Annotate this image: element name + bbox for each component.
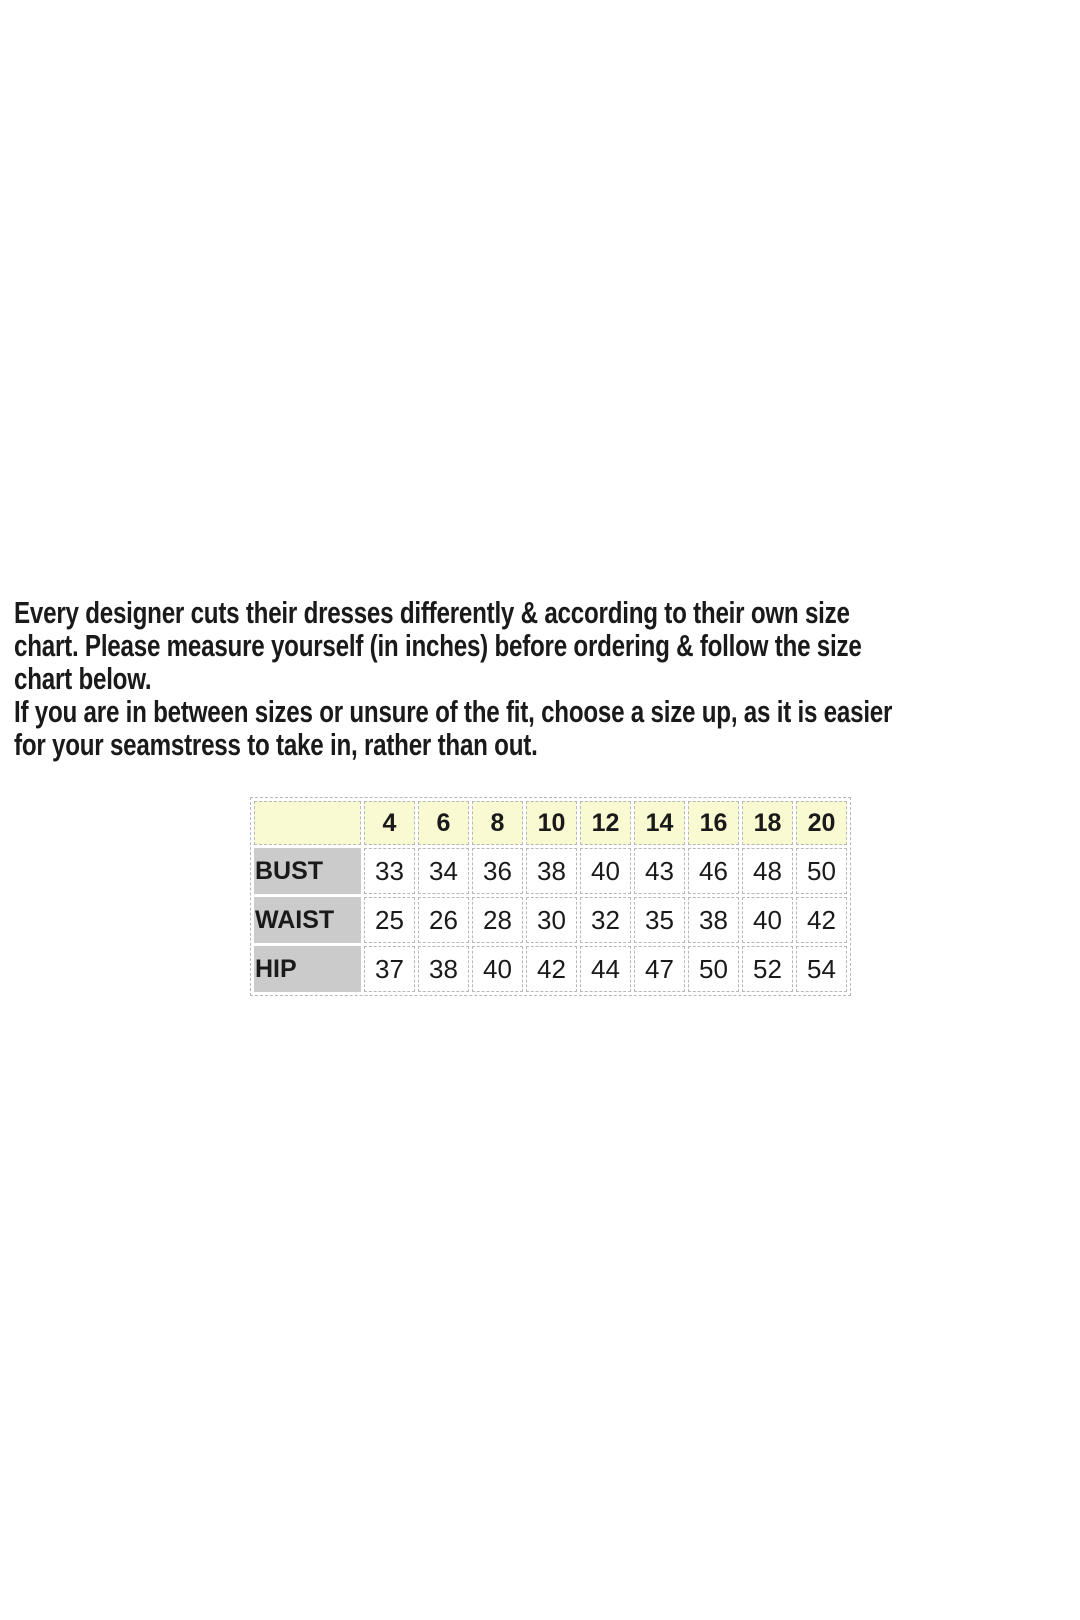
size-column-header: 14 <box>634 801 685 845</box>
measurement-value: 40 <box>472 946 523 992</box>
measurement-row: HIP 37 38 40 42 44 47 50 52 54 <box>254 946 847 992</box>
measurement-label: HIP <box>254 946 361 992</box>
measurement-value: 40 <box>580 848 631 894</box>
measurement-value: 50 <box>796 848 847 894</box>
measurement-value: 33 <box>364 848 415 894</box>
measurement-value: 50 <box>688 946 739 992</box>
size-header-row: 4 6 8 10 12 14 16 18 20 <box>254 801 847 845</box>
measurement-value: 37 <box>364 946 415 992</box>
size-chart-header: 4 6 8 10 12 14 16 18 20 <box>254 801 847 845</box>
measurement-value: 38 <box>688 897 739 943</box>
measurement-value: 52 <box>742 946 793 992</box>
intro-text: Every designer cuts their dresses differ… <box>14 596 1074 761</box>
size-column-header: 16 <box>688 801 739 845</box>
measurement-value: 47 <box>634 946 685 992</box>
measurement-value: 35 <box>634 897 685 943</box>
measurement-value: 42 <box>796 897 847 943</box>
intro-line: Every designer cuts their dresses differ… <box>14 595 850 630</box>
measurement-value: 25 <box>364 897 415 943</box>
measurement-value: 30 <box>526 897 577 943</box>
intro-line: chart below. <box>14 661 152 696</box>
measurement-value: 34 <box>418 848 469 894</box>
measurement-row: BUST 33 34 36 38 40 43 46 48 50 <box>254 848 847 894</box>
measurement-row: WAIST 25 26 28 30 32 35 38 40 42 <box>254 897 847 943</box>
intro-line: chart. Please measure yourself (in inche… <box>14 628 862 663</box>
size-column-header: 6 <box>418 801 469 845</box>
measurement-value: 48 <box>742 848 793 894</box>
corner-cell <box>254 801 361 845</box>
measurement-value: 38 <box>418 946 469 992</box>
measurement-value: 28 <box>472 897 523 943</box>
measurement-label: BUST <box>254 848 361 894</box>
measurement-value: 40 <box>742 897 793 943</box>
measurement-value: 32 <box>580 897 631 943</box>
measurement-value: 43 <box>634 848 685 894</box>
measurement-value: 54 <box>796 946 847 992</box>
size-chart-body: BUST 33 34 36 38 40 43 46 48 50 WAIST 25 26 28 30 32 35 3… <box>254 848 847 992</box>
intro-line: If you are in between sizes or unsure of… <box>14 694 893 729</box>
intro-line: for your seamstress to take in, rather t… <box>14 727 538 762</box>
measurement-value: 38 <box>526 848 577 894</box>
size-column-header: 4 <box>364 801 415 845</box>
size-column-header: 18 <box>742 801 793 845</box>
measurement-value: 42 <box>526 946 577 992</box>
measurement-value: 44 <box>580 946 631 992</box>
size-column-header: 12 <box>580 801 631 845</box>
measurement-value: 46 <box>688 848 739 894</box>
size-column-header: 20 <box>796 801 847 845</box>
measurement-label: WAIST <box>254 897 361 943</box>
measurement-value: 26 <box>418 897 469 943</box>
size-chart-table: 4 6 8 10 12 14 16 18 20 BUST 33 34 36 38 40 43 46 48 50 WA… <box>250 797 851 996</box>
size-column-header: 10 <box>526 801 577 845</box>
measurement-value: 36 <box>472 848 523 894</box>
size-column-header: 8 <box>472 801 523 845</box>
